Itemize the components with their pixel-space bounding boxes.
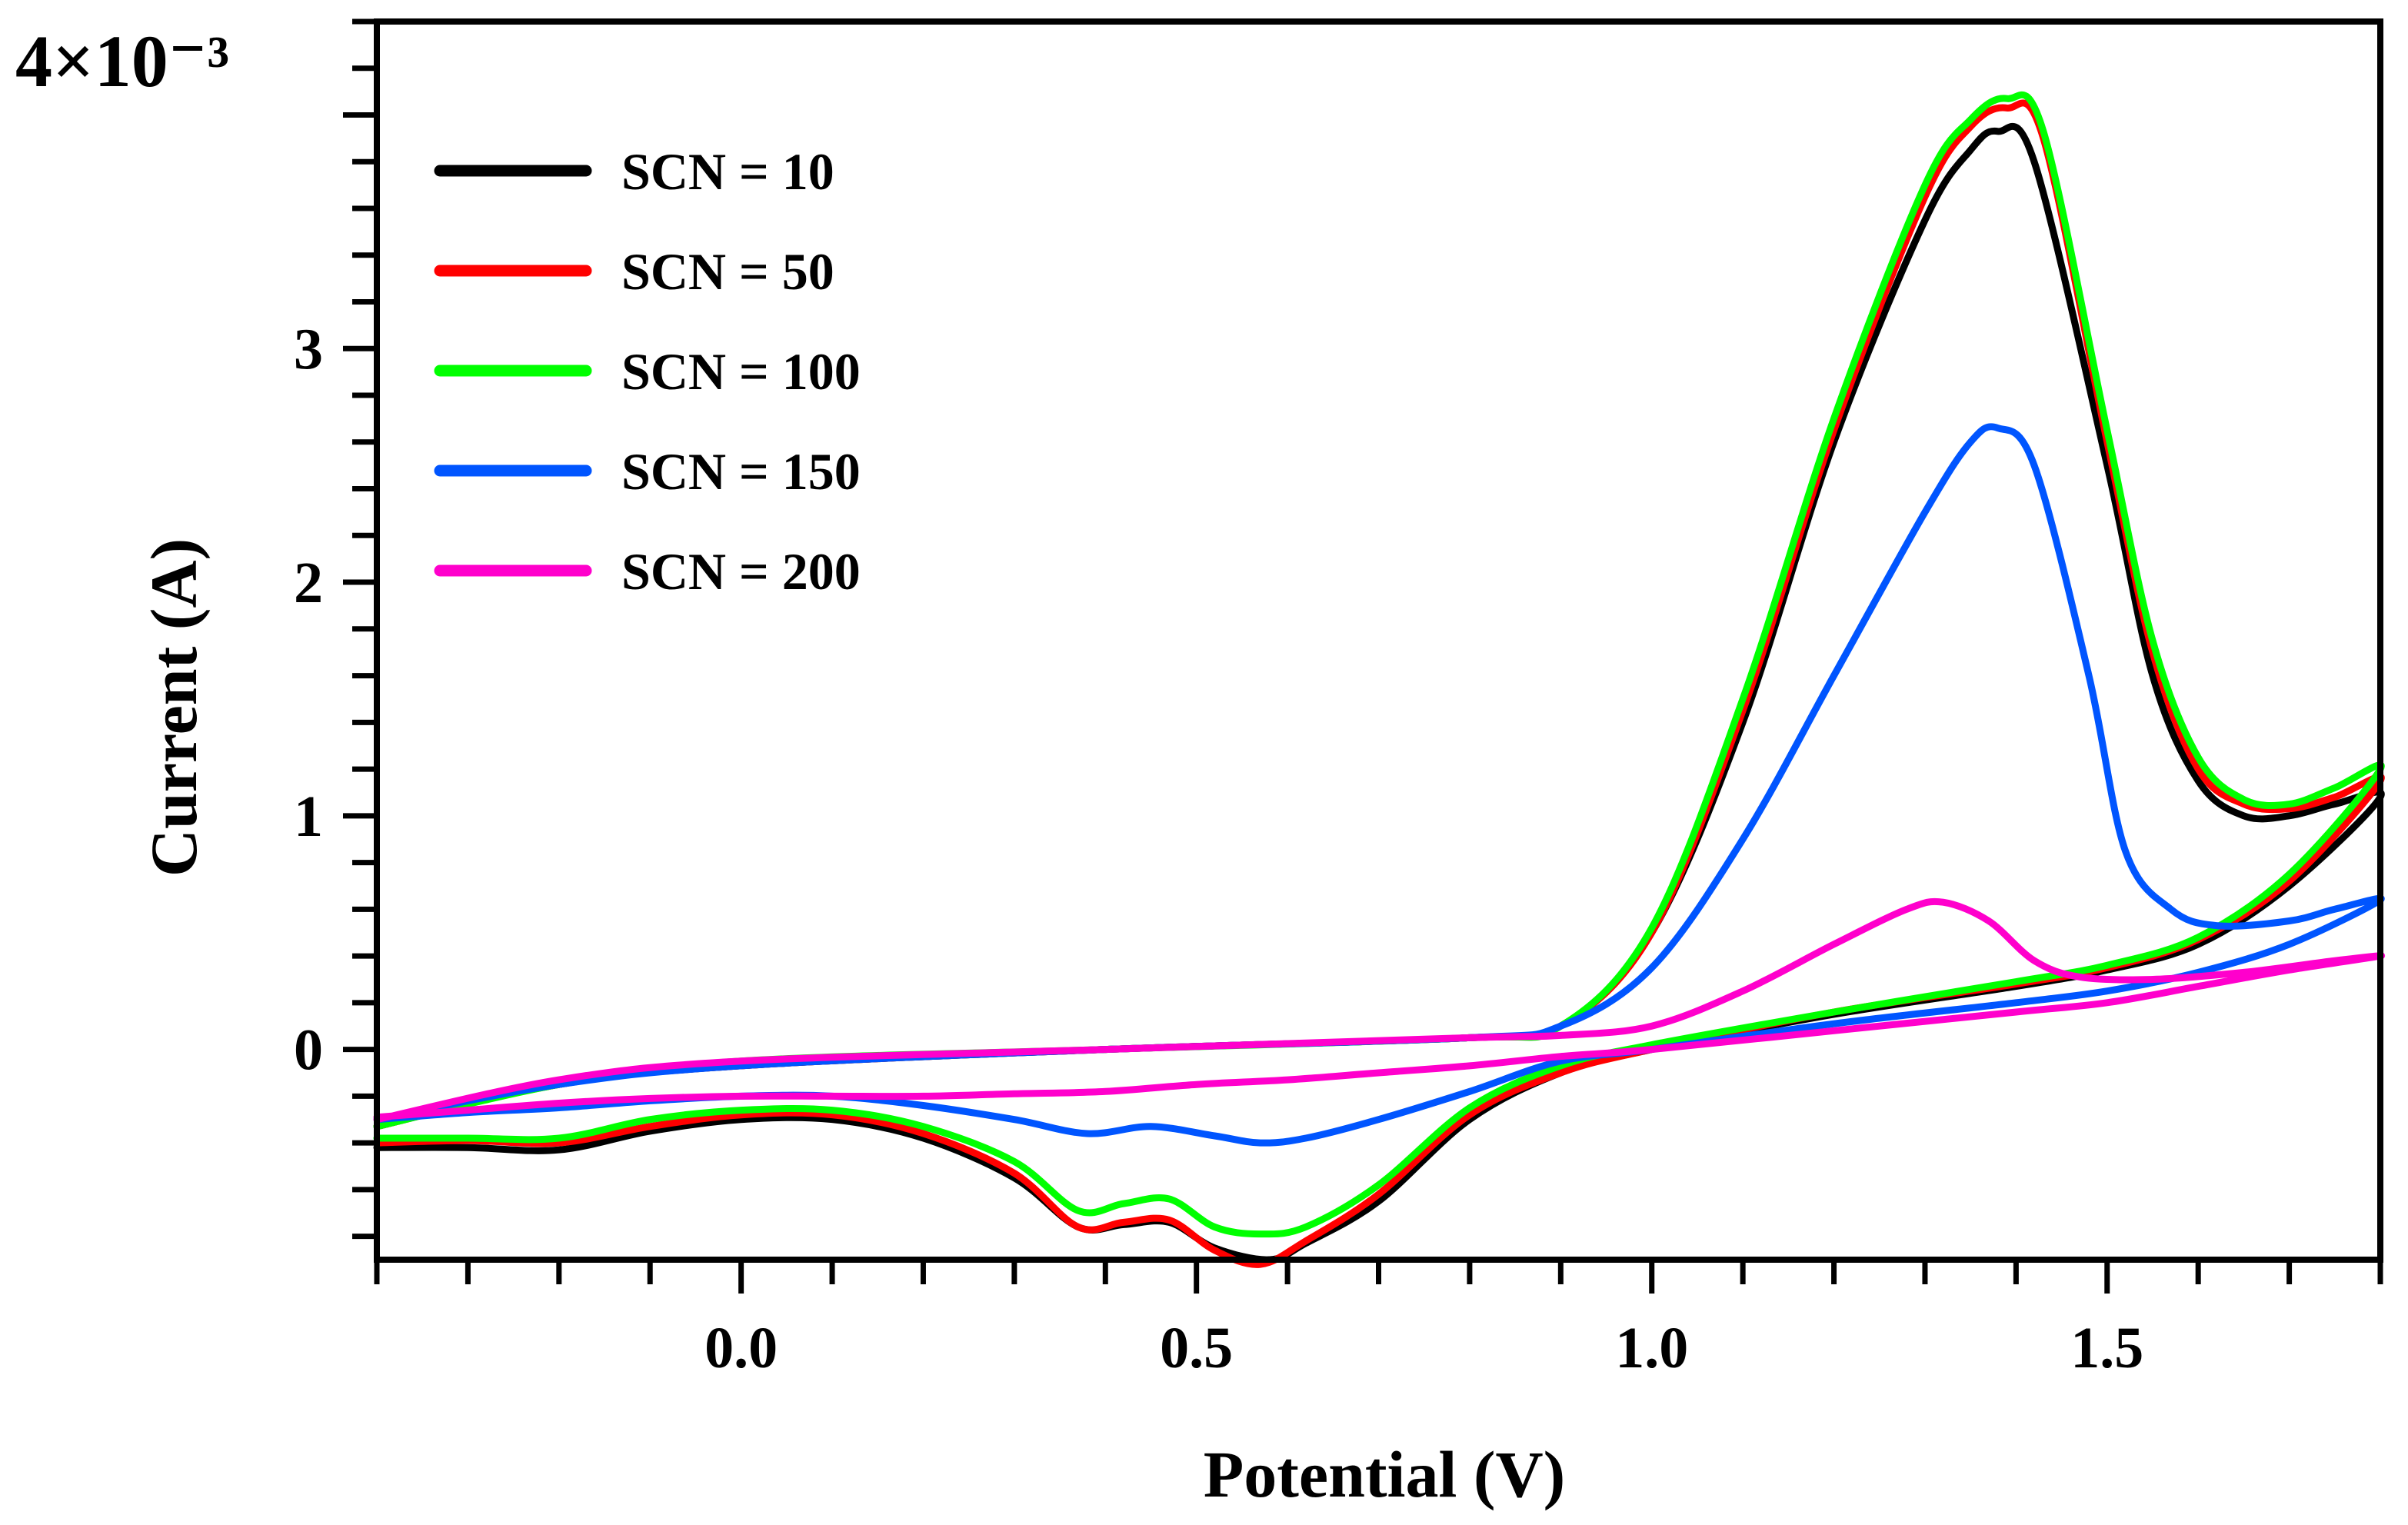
y-tick-label: 1: [294, 784, 323, 849]
legend-label-3: SCN = 100: [621, 342, 861, 401]
x-tick-label: 1.5: [2070, 1316, 2143, 1380]
y-axis-title: Current (A): [137, 538, 211, 877]
y-multiplier-label: 4×10⁻³: [15, 20, 229, 102]
x-axis-title: Potential (V): [1204, 1437, 1565, 1511]
legend-label-1: SCN = 10: [621, 142, 834, 201]
x-tick-label: 1.0: [1615, 1316, 1688, 1380]
legend-label-2: SCN = 50: [621, 242, 834, 301]
x-tick-label: 0.5: [1160, 1316, 1233, 1380]
x-tick-label: 0.0: [704, 1316, 778, 1380]
ticks-group: 0.0 0.5 1.0 1.5 0 1 2 3: [294, 18, 2383, 1380]
legend-label-4: SCN = 150: [621, 442, 861, 501]
legend: SCN = 10 SCN = 50 SCN = 100 SCN = 150 SCN = …: [434, 142, 861, 601]
y-tick-label: 3: [294, 317, 323, 381]
y-tick-label: 2: [294, 551, 323, 615]
series-line-5: [373, 897, 2386, 1124]
y-tick-label: 0: [294, 1018, 323, 1083]
legend-label-5: SCN = 200: [621, 542, 861, 601]
